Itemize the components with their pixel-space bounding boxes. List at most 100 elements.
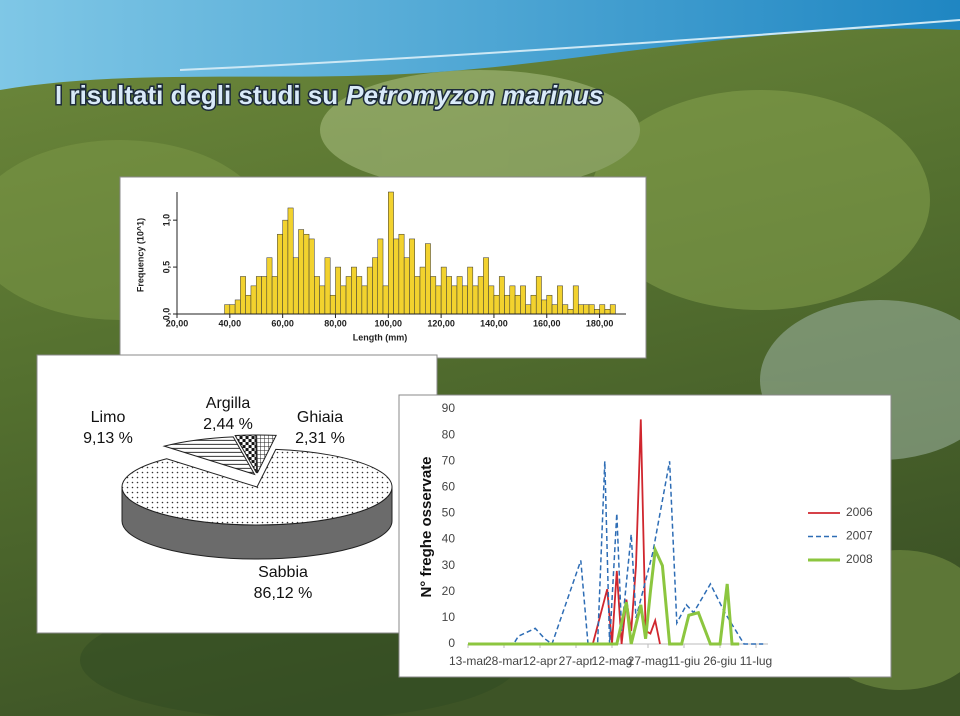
bar — [599, 304, 606, 315]
bar — [467, 266, 474, 315]
x-tick-label: 80,00 — [324, 318, 347, 328]
x-tick-label: 40,00 — [219, 318, 242, 328]
bar — [535, 276, 542, 315]
series-line — [468, 461, 764, 646]
bar — [509, 285, 516, 315]
y-tick-label: 0 — [448, 636, 455, 650]
bar — [335, 266, 342, 315]
bar — [229, 304, 236, 315]
bar — [572, 285, 579, 315]
x-tick-label: 27-mag — [628, 654, 669, 668]
pie-label: Ghiaia — [297, 409, 343, 426]
bar — [292, 257, 299, 315]
bar — [303, 233, 310, 315]
x-tick-label: 13-mar — [449, 654, 487, 668]
bar — [388, 191, 394, 315]
bar — [551, 304, 558, 315]
bar — [271, 276, 278, 315]
bar — [409, 238, 415, 315]
bar — [393, 238, 400, 315]
y-tick-label: 0,5 — [161, 261, 171, 274]
bar — [414, 276, 421, 315]
bar — [440, 266, 447, 315]
bar — [377, 238, 384, 315]
legend-label: 2007 — [846, 529, 873, 543]
bar — [234, 299, 241, 315]
bar — [446, 276, 452, 315]
bar — [504, 294, 511, 315]
pie-slice — [162, 436, 256, 476]
title-species: Petromyzon marinus — [346, 80, 603, 110]
y-tick-label: 20 — [442, 584, 456, 598]
pie-value-label: 86,12 % — [254, 585, 313, 602]
y-tick-label: 80 — [442, 427, 456, 441]
pie-label: Sabbia — [258, 564, 308, 581]
y-tick-label: 30 — [442, 558, 456, 572]
bar — [594, 309, 600, 315]
bar — [398, 233, 405, 315]
title-text: I risultati degli studi su — [55, 80, 338, 110]
bar — [403, 257, 410, 315]
pie-value-label: 2,31 % — [295, 430, 345, 447]
bar — [588, 304, 595, 315]
pie-slice — [121, 448, 393, 526]
pie-value-label: 9,13 % — [83, 430, 133, 447]
bar — [308, 238, 315, 315]
x-tick-label: 20,00 — [166, 318, 189, 328]
bar — [488, 285, 495, 315]
x-tick-label: 160,00 — [533, 318, 561, 328]
bar — [520, 285, 526, 315]
x-tick-label: 120,00 — [427, 318, 455, 328]
bar — [277, 233, 283, 315]
bar — [324, 257, 331, 315]
y-tick-label: 90 — [442, 401, 456, 415]
x-tick-label: 11-lug — [740, 654, 772, 668]
y-axis-label: Frequency (10^1) — [135, 218, 145, 292]
bar — [287, 207, 294, 315]
y-tick-label: 1,0 — [161, 214, 171, 227]
x-tick-label: 140,00 — [480, 318, 508, 328]
bar — [266, 257, 273, 315]
bar — [314, 276, 320, 315]
x-tick-label: 100,00 — [375, 318, 403, 328]
bar — [435, 285, 442, 315]
pie-slice — [234, 434, 258, 474]
y-tick-label: 10 — [442, 610, 456, 624]
bar — [546, 294, 553, 315]
bar — [557, 285, 563, 315]
x-tick-label: 12-mag — [592, 654, 633, 668]
bar — [345, 276, 352, 315]
bar — [493, 294, 500, 315]
bar — [425, 243, 431, 315]
bar — [562, 304, 569, 315]
legend-label: 2006 — [846, 505, 873, 519]
bar — [530, 294, 537, 315]
pie-label: Argilla — [206, 395, 251, 412]
bar — [483, 257, 489, 315]
x-tick-label: 12-apr — [523, 654, 558, 668]
bar — [372, 257, 378, 315]
bar — [356, 276, 363, 315]
bar — [456, 276, 463, 315]
bar — [351, 266, 357, 315]
series-line — [468, 544, 740, 646]
bar — [250, 285, 257, 315]
x-tick-label: 60,00 — [271, 318, 294, 328]
pie-label: Limo — [91, 409, 126, 426]
bar — [419, 266, 426, 315]
bar — [477, 276, 484, 315]
bar — [329, 294, 336, 315]
x-tick-label: 26-giu — [703, 654, 736, 668]
bar — [578, 304, 584, 315]
x-tick-label: 27-apr — [559, 654, 594, 668]
bar — [525, 304, 532, 315]
bar — [514, 294, 521, 315]
bar — [261, 276, 268, 315]
bar — [461, 285, 468, 315]
y-tick-label: 60 — [442, 480, 456, 494]
bar — [340, 285, 347, 315]
bar — [498, 276, 505, 315]
pie-slice — [256, 434, 277, 474]
header-swoosh — [179, 19, 960, 71]
y-tick-label: 50 — [442, 506, 456, 520]
